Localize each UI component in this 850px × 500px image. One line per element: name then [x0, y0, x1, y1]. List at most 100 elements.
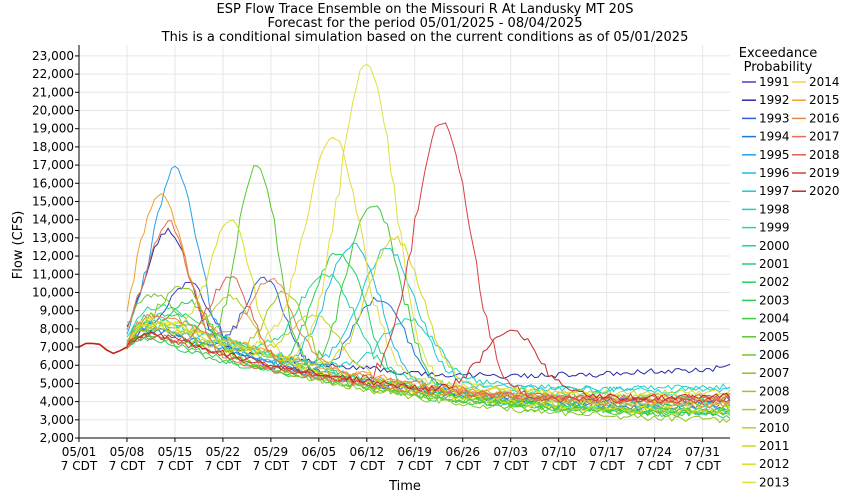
chart-title: ESP Flow Trace Ensemble on the Missouri … — [161, 2, 689, 45]
legend-label: 2002 — [759, 275, 790, 289]
x-tick-date: 05/29 — [254, 445, 289, 459]
legend: Exceedance Probability 1991 1992 1993 1994 1… — [739, 46, 840, 489]
title-line-1: ESP Flow Trace Ensemble on the Missouri … — [217, 2, 634, 17]
series-layer — [126, 63, 731, 424]
x-tick-time: 7 CDT — [109, 459, 146, 473]
legend-label: 1993 — [759, 111, 790, 125]
y-tick-label: 10,000 — [32, 285, 74, 299]
x-tick-date: 05/08 — [110, 445, 145, 459]
title-line-3: This is a conditional simulation based o… — [161, 30, 689, 45]
legend-label: 2009 — [759, 403, 790, 417]
series-line-1992 — [126, 227, 731, 379]
x-tick-time: 7 CDT — [493, 459, 530, 473]
x-tick-time: 7 CDT — [301, 459, 338, 473]
title-line-2: Forecast for the period 05/01/2025 - 08/… — [268, 16, 583, 31]
y-tick-label: 15,000 — [32, 194, 74, 208]
legend-label: 1992 — [759, 93, 790, 107]
legend-label: 2014 — [809, 75, 840, 89]
y-tick-label: 16,000 — [32, 176, 74, 190]
x-tick-date: 07/10 — [541, 445, 576, 459]
legend-label: 2015 — [809, 93, 840, 107]
y-tick-label: 8,000 — [40, 322, 74, 336]
y-tick-label: 12,000 — [32, 249, 74, 263]
x-tick-time: 7 CDT — [540, 459, 577, 473]
legend-label: 2019 — [809, 166, 840, 180]
series-line-2020 — [126, 329, 731, 401]
x-tick-date: 06/12 — [350, 445, 385, 459]
x-tick-date: 05/22 — [206, 445, 241, 459]
series-line-2016 — [126, 277, 731, 409]
y-tick-label: 7,000 — [40, 340, 74, 354]
legend-label: 2006 — [759, 348, 790, 362]
x-tick-date: 05/15 — [158, 445, 193, 459]
legend-label: 2000 — [759, 239, 790, 253]
legend-label: 2018 — [809, 148, 840, 162]
x-tick-time: 7 CDT — [397, 459, 434, 473]
x-tick-time: 7 CDT — [684, 459, 721, 473]
y-tick-label: 9,000 — [40, 304, 74, 318]
legend-label: 2003 — [759, 293, 790, 307]
y-axis-label: Flow (CFS) — [11, 211, 26, 280]
x-tick-time: 7 CDT — [588, 459, 625, 473]
x-tick-date: 06/19 — [397, 445, 432, 459]
legend-label: 1994 — [759, 130, 790, 144]
legend-label: 2007 — [759, 366, 790, 380]
legend-title-line-1: Exceedance — [739, 46, 817, 61]
x-tick-date: 06/26 — [445, 445, 480, 459]
y-tick-label: 11,000 — [32, 267, 74, 281]
x-tick-date: 06/05 — [302, 445, 337, 459]
legend-label: 2005 — [759, 330, 790, 344]
x-axis-label: Time — [388, 479, 421, 494]
x-tick-date: 07/31 — [685, 445, 720, 459]
legend-label: 2004 — [759, 312, 790, 326]
legend-label: 2017 — [809, 130, 840, 144]
x-tick-time: 7 CDT — [445, 459, 482, 473]
x-tick-date: 07/17 — [589, 445, 624, 459]
series-line-2018 — [126, 276, 731, 402]
legend-label: 2016 — [809, 111, 840, 125]
y-tick-label: 18,000 — [32, 140, 74, 154]
x-tick-time: 7 CDT — [157, 459, 194, 473]
series-line-2012 — [126, 219, 731, 415]
x-tick-date: 05/01 — [62, 445, 97, 459]
series-line-2019 — [126, 122, 731, 404]
legend-label: 1999 — [759, 221, 790, 235]
y-tick-label: 19,000 — [32, 122, 74, 136]
series-line-2011 — [126, 235, 731, 397]
x-tick-time: 7 CDT — [61, 459, 98, 473]
legend-label: 1995 — [759, 148, 790, 162]
y-tick-label: 14,000 — [32, 213, 74, 227]
legend-label: 2008 — [759, 384, 790, 398]
y-tick-label: 23,000 — [32, 49, 74, 63]
y-tick-label: 20,000 — [32, 104, 74, 118]
legend-label: 2010 — [759, 421, 790, 435]
x-tick-time: 7 CDT — [636, 459, 673, 473]
observed-line — [78, 342, 128, 355]
legend-label: 1991 — [759, 75, 790, 89]
legend-title-line-2: Probability — [744, 60, 813, 75]
legend-label: 2012 — [759, 457, 790, 471]
x-tick-date: 07/03 — [493, 445, 528, 459]
y-tick-label: 22,000 — [32, 67, 74, 81]
observed-layer — [78, 342, 128, 355]
series-line-2004 — [126, 205, 731, 418]
legend-label: 2001 — [759, 257, 790, 271]
legend-label: 1996 — [759, 166, 790, 180]
y-tick-label: 5,000 — [40, 376, 74, 390]
x-tick-time: 7 CDT — [349, 459, 386, 473]
legend-label: 2020 — [809, 184, 840, 198]
y-ticks: 2,000 3,000 4,000 5,000 6,000 7,000 8,000 9,000… — [32, 49, 79, 445]
x-tick-time: 7 CDT — [205, 459, 242, 473]
y-tick-label: 6,000 — [40, 358, 74, 372]
y-tick-label: 4,000 — [40, 395, 74, 409]
y-tick-label: 17,000 — [32, 158, 74, 172]
y-tick-label: 13,000 — [32, 231, 74, 245]
y-tick-label: 3,000 — [40, 413, 74, 427]
series-line-2010 — [126, 314, 731, 407]
legend-label: 2011 — [759, 439, 790, 453]
x-tick-time: 7 CDT — [253, 459, 290, 473]
x-tick-date: 07/24 — [637, 445, 672, 459]
